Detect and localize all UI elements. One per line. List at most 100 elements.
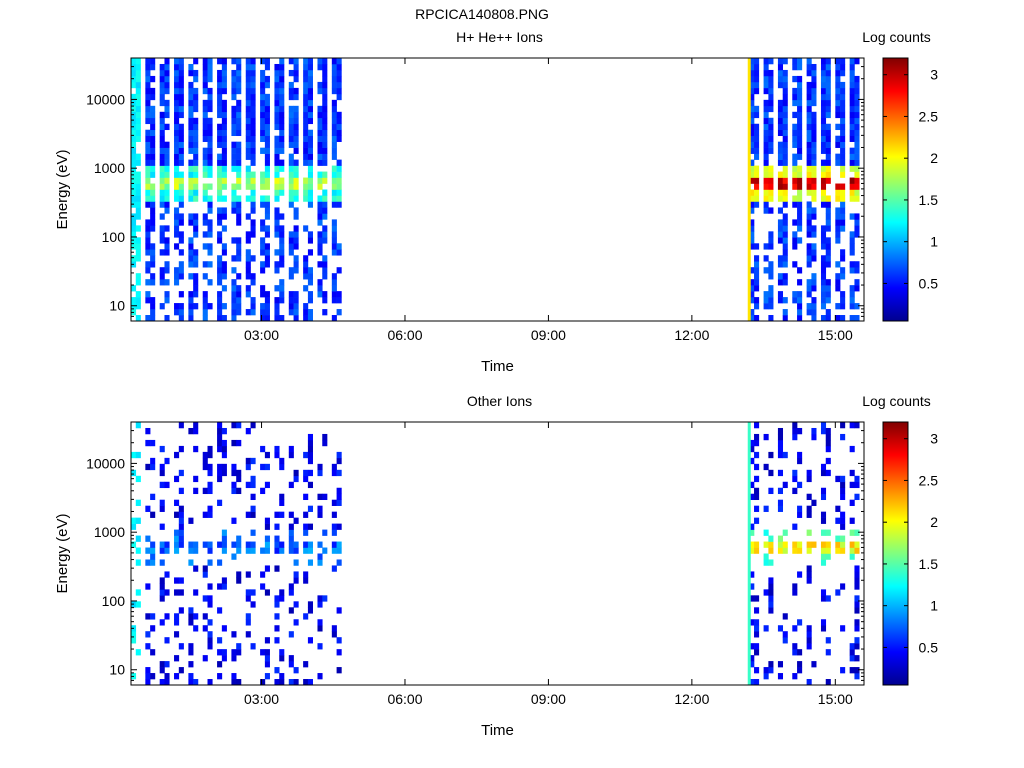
heatmap-cell xyxy=(749,99,755,107)
heatmap-cell xyxy=(811,63,817,71)
heatmap-cell xyxy=(307,195,313,202)
heatmap-cell xyxy=(188,291,194,298)
heatmap-cell xyxy=(293,147,299,154)
heatmap-cell xyxy=(164,189,170,196)
heatmap-cell xyxy=(854,565,860,572)
heatmap-cell xyxy=(797,153,803,160)
heatmap-cell xyxy=(763,189,769,196)
heatmap-cell xyxy=(174,231,180,238)
heatmap-cell xyxy=(307,135,313,142)
heatmap-cell xyxy=(293,547,299,554)
heatmap-cell xyxy=(763,105,769,113)
heatmap-cell xyxy=(193,99,199,107)
heatmap-cell xyxy=(825,201,831,208)
heatmap-cell xyxy=(236,111,242,119)
heatmap-cell xyxy=(245,75,251,83)
heatmap-cell xyxy=(820,201,827,208)
heatmap-cell xyxy=(221,315,227,322)
heatmap-cell xyxy=(840,267,846,274)
heatmap-cell xyxy=(193,165,199,172)
heatmap-cell xyxy=(307,541,313,548)
heatmap-cell xyxy=(279,285,285,292)
heatmap-cell xyxy=(135,69,141,77)
heatmap-cell xyxy=(820,105,827,113)
heatmap-cell xyxy=(293,267,299,274)
heatmap-cell xyxy=(293,213,299,220)
heatmap-cell xyxy=(768,177,774,184)
heatmap-cell xyxy=(825,291,831,298)
heatmap-cell xyxy=(288,123,294,131)
heatmap-cell xyxy=(231,303,237,310)
heatmap-cell xyxy=(159,135,165,142)
heatmap-cell xyxy=(806,81,812,89)
heatmap-cell xyxy=(135,111,141,119)
heatmap-cell xyxy=(768,93,774,101)
heatmap-cell xyxy=(307,481,313,489)
heatmap-cell xyxy=(245,541,251,548)
heatmap-cell xyxy=(293,517,299,524)
heatmap-cell xyxy=(145,63,151,71)
heatmap-cell xyxy=(322,297,328,304)
heatmap-cell xyxy=(145,195,151,202)
heatmap-cell xyxy=(250,69,256,77)
heatmap-cell xyxy=(236,285,242,292)
heatmap-cell xyxy=(288,165,294,172)
heatmap-cell xyxy=(193,303,199,310)
heatmap-cell xyxy=(207,87,213,95)
heatmap-cell xyxy=(835,261,841,268)
heatmap-cell xyxy=(749,147,755,154)
heatmap-cell xyxy=(159,81,165,89)
heatmap-cell xyxy=(811,99,817,107)
heatmap-cell xyxy=(811,135,817,142)
heatmap-cell xyxy=(782,87,788,95)
heatmap-cell xyxy=(782,111,788,119)
heatmap-cell xyxy=(303,255,309,262)
heatmap-cell xyxy=(150,63,156,71)
heatmap-cell xyxy=(782,279,788,286)
heatmap-cell xyxy=(331,141,337,148)
heatmap-cell xyxy=(811,147,817,154)
heatmap-cell xyxy=(806,577,812,584)
heatmap-cell xyxy=(236,439,242,447)
heatmap-cell xyxy=(264,183,270,190)
heatmap-cell xyxy=(777,81,784,89)
heatmap-cell xyxy=(749,445,755,453)
heatmap-cell xyxy=(202,457,208,465)
heatmap-cell xyxy=(749,243,755,250)
heatmap-cell xyxy=(135,255,141,262)
heatmap-cell xyxy=(303,261,309,268)
heatmap-cell xyxy=(131,165,137,172)
heatmap-cell xyxy=(317,463,323,471)
heatmap-cell xyxy=(768,469,774,477)
heatmap-cell xyxy=(217,237,223,244)
heatmap-cell xyxy=(331,75,337,83)
heatmap-cell xyxy=(849,87,855,95)
heatmap-cell xyxy=(279,105,285,113)
heatmap-cell xyxy=(221,303,227,310)
heatmap-cell xyxy=(797,58,803,65)
heatmap-cell xyxy=(854,667,860,674)
heatmap-cell xyxy=(749,219,755,226)
heatmap-cell xyxy=(135,649,141,656)
heatmap-cell xyxy=(145,243,151,250)
heatmap-cell xyxy=(202,159,208,166)
heatmap-cell xyxy=(749,619,755,626)
heatmap-cell xyxy=(825,99,831,107)
heatmap-cell xyxy=(777,123,784,131)
heatmap-cell xyxy=(849,153,855,160)
heatmap-cell xyxy=(159,147,165,154)
heatmap-cell xyxy=(135,589,141,596)
heatmap-cell xyxy=(792,129,798,137)
heatmap-cell xyxy=(825,433,831,441)
heatmap-cell xyxy=(293,261,299,268)
heatmap-cell xyxy=(797,667,803,674)
heatmap-cell xyxy=(193,625,199,632)
heatmap-cell xyxy=(279,123,285,131)
heatmap-cell xyxy=(202,463,208,471)
heatmap-cell xyxy=(264,129,270,137)
heatmap-cell xyxy=(754,303,760,310)
heatmap-cell xyxy=(854,123,860,131)
heatmap-cell xyxy=(221,547,227,554)
heatmap-cell xyxy=(840,63,846,71)
heatmap-cell xyxy=(792,475,798,483)
